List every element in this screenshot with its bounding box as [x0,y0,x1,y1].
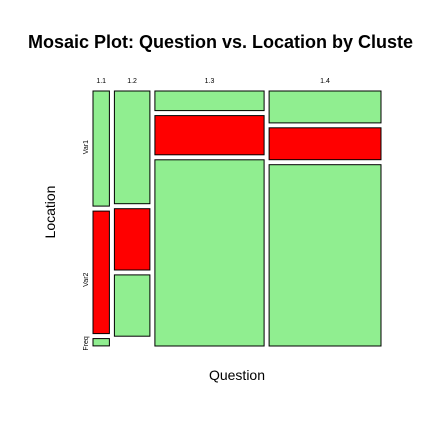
tile-1.4-var2-2 [269,165,381,346]
x-tick-label: 1.4 [320,78,330,85]
x-tick-labels: 1.1 1.2 1.3 1.4 [96,78,330,85]
tile-1.2-var2-2 [114,275,149,336]
x-axis-title: Question [209,367,265,383]
tile-1.2-var1-0 [114,91,149,204]
tile-1.1-var1-0 [93,91,109,206]
tile-1.3-var1-0 [155,91,264,111]
tile-1.4-var1-0 [269,91,381,123]
tile-1.4-var1-1 [269,128,381,160]
tile-1.1-freq-2 [93,339,109,346]
chart-title: Mosaic Plot: Question vs. Location by Cl… [28,32,413,52]
tile-1.3-var1-1 [155,116,264,155]
x-tick-label: 1.1 [96,78,106,85]
y-axis-title: Location [42,186,58,239]
y-tick-label: Var2 [83,272,90,286]
tile-1.3-var2-2 [155,160,264,346]
y-tick-label: Freq [83,336,90,351]
y-tick-label: Var1 [83,140,90,154]
x-tick-label: 1.3 [205,78,215,85]
y-tick-labels: Var1 Var2 Freq [83,140,90,351]
x-tick-label: 1.2 [127,78,137,85]
tile-1.2-var2-1 [114,209,149,270]
mosaic-tiles [93,91,381,346]
tile-1.1-var2-1 [93,211,109,334]
